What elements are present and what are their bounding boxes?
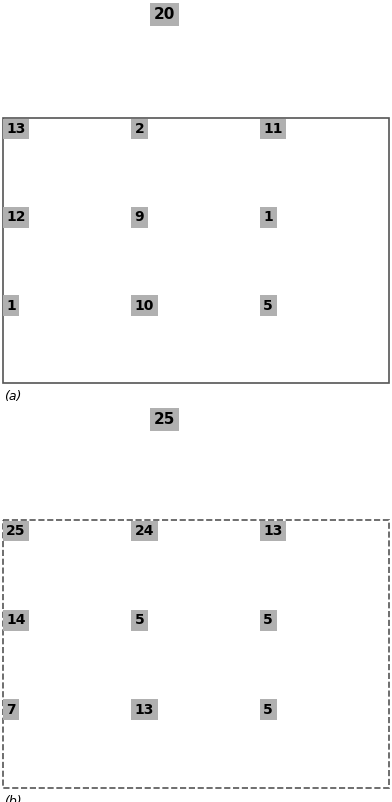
Text: 5: 5 (263, 703, 273, 717)
Text: 13: 13 (6, 122, 25, 136)
Text: 12: 12 (6, 210, 25, 225)
Text: 13: 13 (135, 703, 154, 717)
Text: 5: 5 (263, 298, 273, 313)
Text: 20: 20 (154, 7, 175, 22)
Text: 9: 9 (135, 210, 144, 225)
Bar (3, 520, 389, 788)
Text: (b): (b) (4, 795, 22, 802)
Text: 14: 14 (6, 614, 25, 627)
Text: 25: 25 (154, 412, 175, 427)
Text: 11: 11 (263, 122, 283, 136)
Text: 13: 13 (263, 524, 283, 538)
Text: 7: 7 (6, 703, 16, 717)
Text: (a): (a) (4, 390, 22, 403)
Text: 2: 2 (135, 122, 144, 136)
Text: 24: 24 (135, 524, 154, 538)
Text: 25: 25 (6, 524, 25, 538)
Text: 1: 1 (6, 298, 16, 313)
Text: 5: 5 (135, 614, 144, 627)
Text: 1: 1 (263, 210, 273, 225)
Text: 5: 5 (263, 614, 273, 627)
Bar (3, 118, 389, 383)
Text: 10: 10 (135, 298, 154, 313)
